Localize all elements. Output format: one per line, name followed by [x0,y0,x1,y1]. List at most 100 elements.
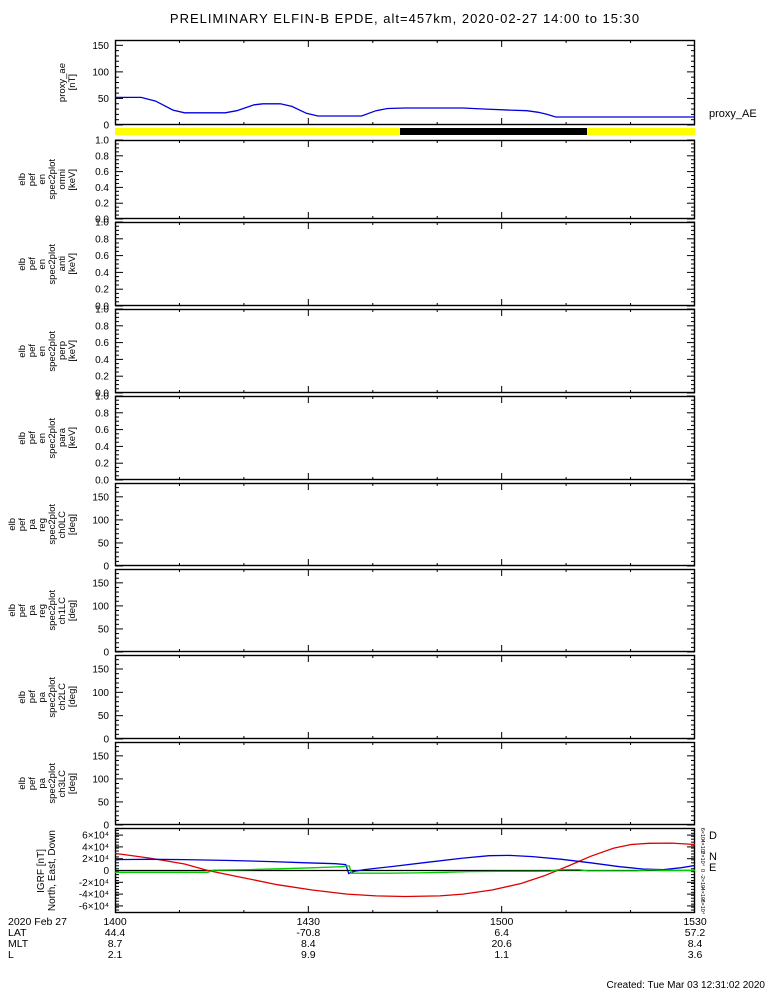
axis-row-label-time: 2020 Feb 27 [8,916,67,928]
panel-pa-ch1lc: elb pef pa reg spec2plot ch1LC [deg] 0 50 100 150 [0,568,775,659]
y-tick-label: 0 [103,648,109,659]
y-tick-label: 0.0 [95,476,109,487]
y-tick-label: 0.8 [95,234,109,245]
y-axis-label-stack: elb pef en spec2plot perp [keV] [0,309,78,393]
y-tick-label: 0.2 [95,199,109,210]
y-tick-label: 100 [92,601,109,612]
panel-igrf: IGRF [nT] North, East, Down -6×10⁴ -6×10⁴ -4… [0,828,775,915]
y-tick-label: 100 [92,67,109,78]
y-axis-label-stack: elb pef en spec2plot para [keV] [0,396,78,480]
panel-proxy-ae: proxy_ae [nT] 0 50 100 150 proxy_AE [0,39,775,132]
y-axis-label-line: [keV] [67,253,78,275]
axis-row-label-lat: LAT [8,927,27,939]
y-tick-label: 0 [103,735,109,746]
y-tick-label: -6×10⁴ [79,901,109,912]
y-tick-label-right-rotated: 6×10⁴ [699,828,706,843]
y-tick-label: 100 [92,688,109,699]
l-value: 9.9 [301,949,316,961]
time-value: 1430 [296,916,320,928]
series-right-label-N: N [709,851,717,863]
panel-en-omni-plot: 0.0 0.2 0.4 0.6 0.8 1.0 [95,136,696,226]
y-tick-label-right-rotated: -2×10⁴ [699,874,706,891]
created-timestamp: Created: Tue Mar 03 12:31:02 2020 [606,980,765,991]
time-value: 1530 [683,916,707,928]
series-right-label-E: E [709,862,716,874]
time-value: 1400 [103,916,127,928]
panel-en-para-plot: 0.0 0.2 0.4 0.6 0.8 1.0 [95,392,696,487]
y-axis-label-line: [nT] [67,74,78,91]
y-tick-label: 50 [98,711,110,722]
y-tick-label: 0.8 [95,151,109,162]
y-axis-label-stack: IGRF [nT] North, East, Down [0,828,58,913]
y-tick-label: -4×10⁴ [79,890,109,901]
y-tick-label: 50 [98,624,110,635]
y-axis-label-stack: elb pef pa spec2plot ch3LC [deg] [0,742,78,825]
y-tick-label: 0.4 [95,268,109,279]
y-tick-label-right-rotated: -6×10⁴ [699,898,706,915]
y-tick-label: 0.6 [95,251,109,262]
series-D [114,842,696,898]
y-tick-label: 150 [92,665,109,676]
y-tick-label: 0.8 [95,408,109,419]
y-tick-label: 0 [103,562,109,573]
y-tick-label-right-rotated: 2×10⁴ [699,851,706,866]
series-N [114,854,696,875]
y-tick-label: 50 [98,94,110,105]
panel-en-anti: elb pef en spec2plot anti [keV] 0.0 0.2 0.4 0.6 0.… [0,218,775,313]
lat-value: 44.4 [104,927,126,939]
y-tick-label: 50 [98,797,110,808]
l-value: 1.1 [494,949,509,961]
y-axis-label-stack: elb pef en spec2plot omni [keV] [0,140,78,219]
y-tick-label-right-rotated: -4×10⁴ [699,886,706,903]
panel-en-anti-plot: 0.0 0.2 0.4 0.6 0.8 1.0 [95,218,696,313]
mlt-value: 8.7 [107,938,123,950]
y-tick-label: 0.2 [95,285,109,296]
y-axis-label-line: [deg] [67,686,78,708]
panel-pa-ch3lc: elb pef pa spec2plot ch3LC [deg] 0 50 100 150 [0,741,775,832]
y-tick-label: 150 [92,578,109,589]
y-tick-label: 0.0 [95,302,109,313]
y-axis-label-line: [deg] [67,599,78,622]
panel-en-para: elb pef en spec2plot para [keV] 0.0 0.2 0.4 0.6 0.… [0,392,775,487]
panel-pa-ch3lc-plot: 0 50 100 150 [92,741,696,832]
y-tick-label: 0.2 [95,459,109,470]
strip-segment-1 [399,128,588,135]
y-tick-label: 0.4 [95,183,109,194]
y-tick-label: 4×10⁴ [82,842,109,853]
l-value: 3.6 [687,949,703,961]
series-right-label-proxy_AE: proxy_AE [709,108,757,120]
y-tick-label: 0.6 [95,338,109,349]
y-axis-label-line: North, East, Down [47,829,58,912]
y-tick-label: 100 [92,774,109,785]
y-tick-label: 0.0 [95,215,109,226]
y-tick-label: 0 [103,866,109,877]
series-proxy_AE [115,96,695,118]
y-tick-label: 150 [92,492,109,503]
mlt-value: 8.4 [301,938,316,950]
y-tick-label: 0.8 [95,321,109,332]
y-tick-label: -2×10⁴ [79,878,109,889]
y-tick-label: 0.4 [95,355,109,366]
y-tick-label: 6×10⁴ [82,831,109,842]
y-axis-label-line: [deg] [67,513,78,536]
panel-pa-ch2lc: elb pef pa spec2plot ch2LC [deg] 0 50 100 150 [0,654,775,746]
y-tick-label: 150 [92,751,109,762]
panel-pa-ch0lc-plot: 0 50 100 150 [92,482,696,573]
panel-proxy-ae-plot: 0 50 100 150 proxy_AE [92,39,757,132]
time-value: 1500 [489,916,514,928]
y-tick-label: 0.6 [95,425,109,436]
y-axis-label-stack: elb pef pa reg spec2plot ch0LC [deg] [0,483,78,566]
y-tick-label: 150 [92,41,109,52]
l-value: 2.1 [107,949,123,961]
panel-availability-strip [0,128,775,135]
y-tick-label: 0.2 [95,372,109,383]
y-axis-label-stack: proxy_ae [nT] [0,40,78,125]
y-tick-label: 0.0 [95,389,109,400]
y-axis-label-line: IGRF [nT] [36,848,47,893]
y-tick-label: 1.0 [95,392,109,403]
y-tick-label: 50 [98,538,110,549]
mlt-value: 8.4 [687,938,703,950]
y-tick-label: 0.6 [95,167,109,178]
